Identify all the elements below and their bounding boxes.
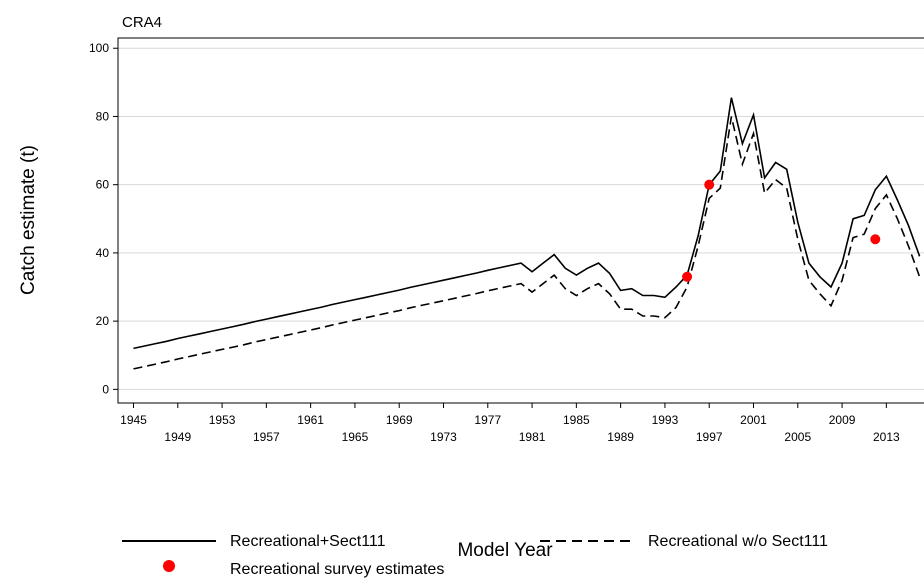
x-tick-label: 1945 <box>120 413 147 427</box>
x-tick-label: 1961 <box>297 413 324 427</box>
legend-label: Recreational w/o Sect111 <box>648 533 828 550</box>
legend-label: Recreational survey estimates <box>230 561 444 578</box>
y-tick-label: 60 <box>96 178 110 192</box>
y-tick-label: 0 <box>102 382 109 396</box>
x-tick-label: 1973 <box>430 430 457 444</box>
legend-label: Recreational+Sect111 <box>230 533 386 550</box>
x-tick-label: 2005 <box>784 430 811 444</box>
x-tick-label: 1985 <box>563 413 590 427</box>
x-tick-label: 1953 <box>209 413 236 427</box>
x-tick-label: 1949 <box>164 430 191 444</box>
y-tick-label: 40 <box>96 246 110 260</box>
x-tick-label: 1965 <box>342 430 369 444</box>
plot-frame <box>117 37 924 404</box>
x-tick-label: 1981 <box>519 430 546 444</box>
data-line <box>133 97 921 350</box>
x-tick-label: 1993 <box>652 413 679 427</box>
x-axis-title: Model Year <box>457 540 553 561</box>
x-tick-label: 1989 <box>607 430 634 444</box>
x-tick-label: 2009 <box>829 413 856 427</box>
data-point <box>870 234 881 245</box>
data-point <box>682 271 693 282</box>
data-line <box>133 116 921 370</box>
x-tick-label: 1977 <box>474 413 501 427</box>
x-tick-label: 1957 <box>253 430 280 444</box>
chart-title: CRA4 <box>122 14 162 31</box>
data-point <box>704 179 715 190</box>
y-axis-title: Catch estimate (t) <box>18 145 39 295</box>
x-tick-label: 2001 <box>740 413 767 427</box>
x-tick-label: 1997 <box>696 430 723 444</box>
x-tick-label: 1969 <box>386 413 413 427</box>
y-tick-label: 80 <box>96 109 110 123</box>
x-tick-label: 2013 <box>873 430 900 444</box>
y-tick-label: 20 <box>96 314 110 328</box>
y-tick-label: 100 <box>89 41 109 55</box>
legend-marker <box>163 560 175 572</box>
